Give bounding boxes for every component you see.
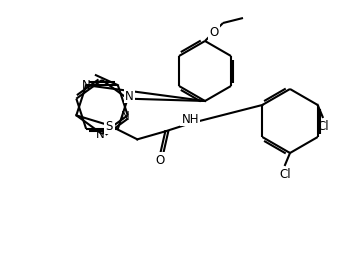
Text: O: O [209,26,219,39]
Text: Cl: Cl [279,167,291,180]
Text: S: S [106,119,113,132]
Text: N: N [121,109,130,122]
Text: N: N [95,128,104,141]
Text: NH: NH [182,113,199,125]
Text: Cl: Cl [317,119,328,132]
Text: N: N [125,90,134,103]
Text: O: O [156,153,165,166]
Text: N: N [82,78,90,91]
